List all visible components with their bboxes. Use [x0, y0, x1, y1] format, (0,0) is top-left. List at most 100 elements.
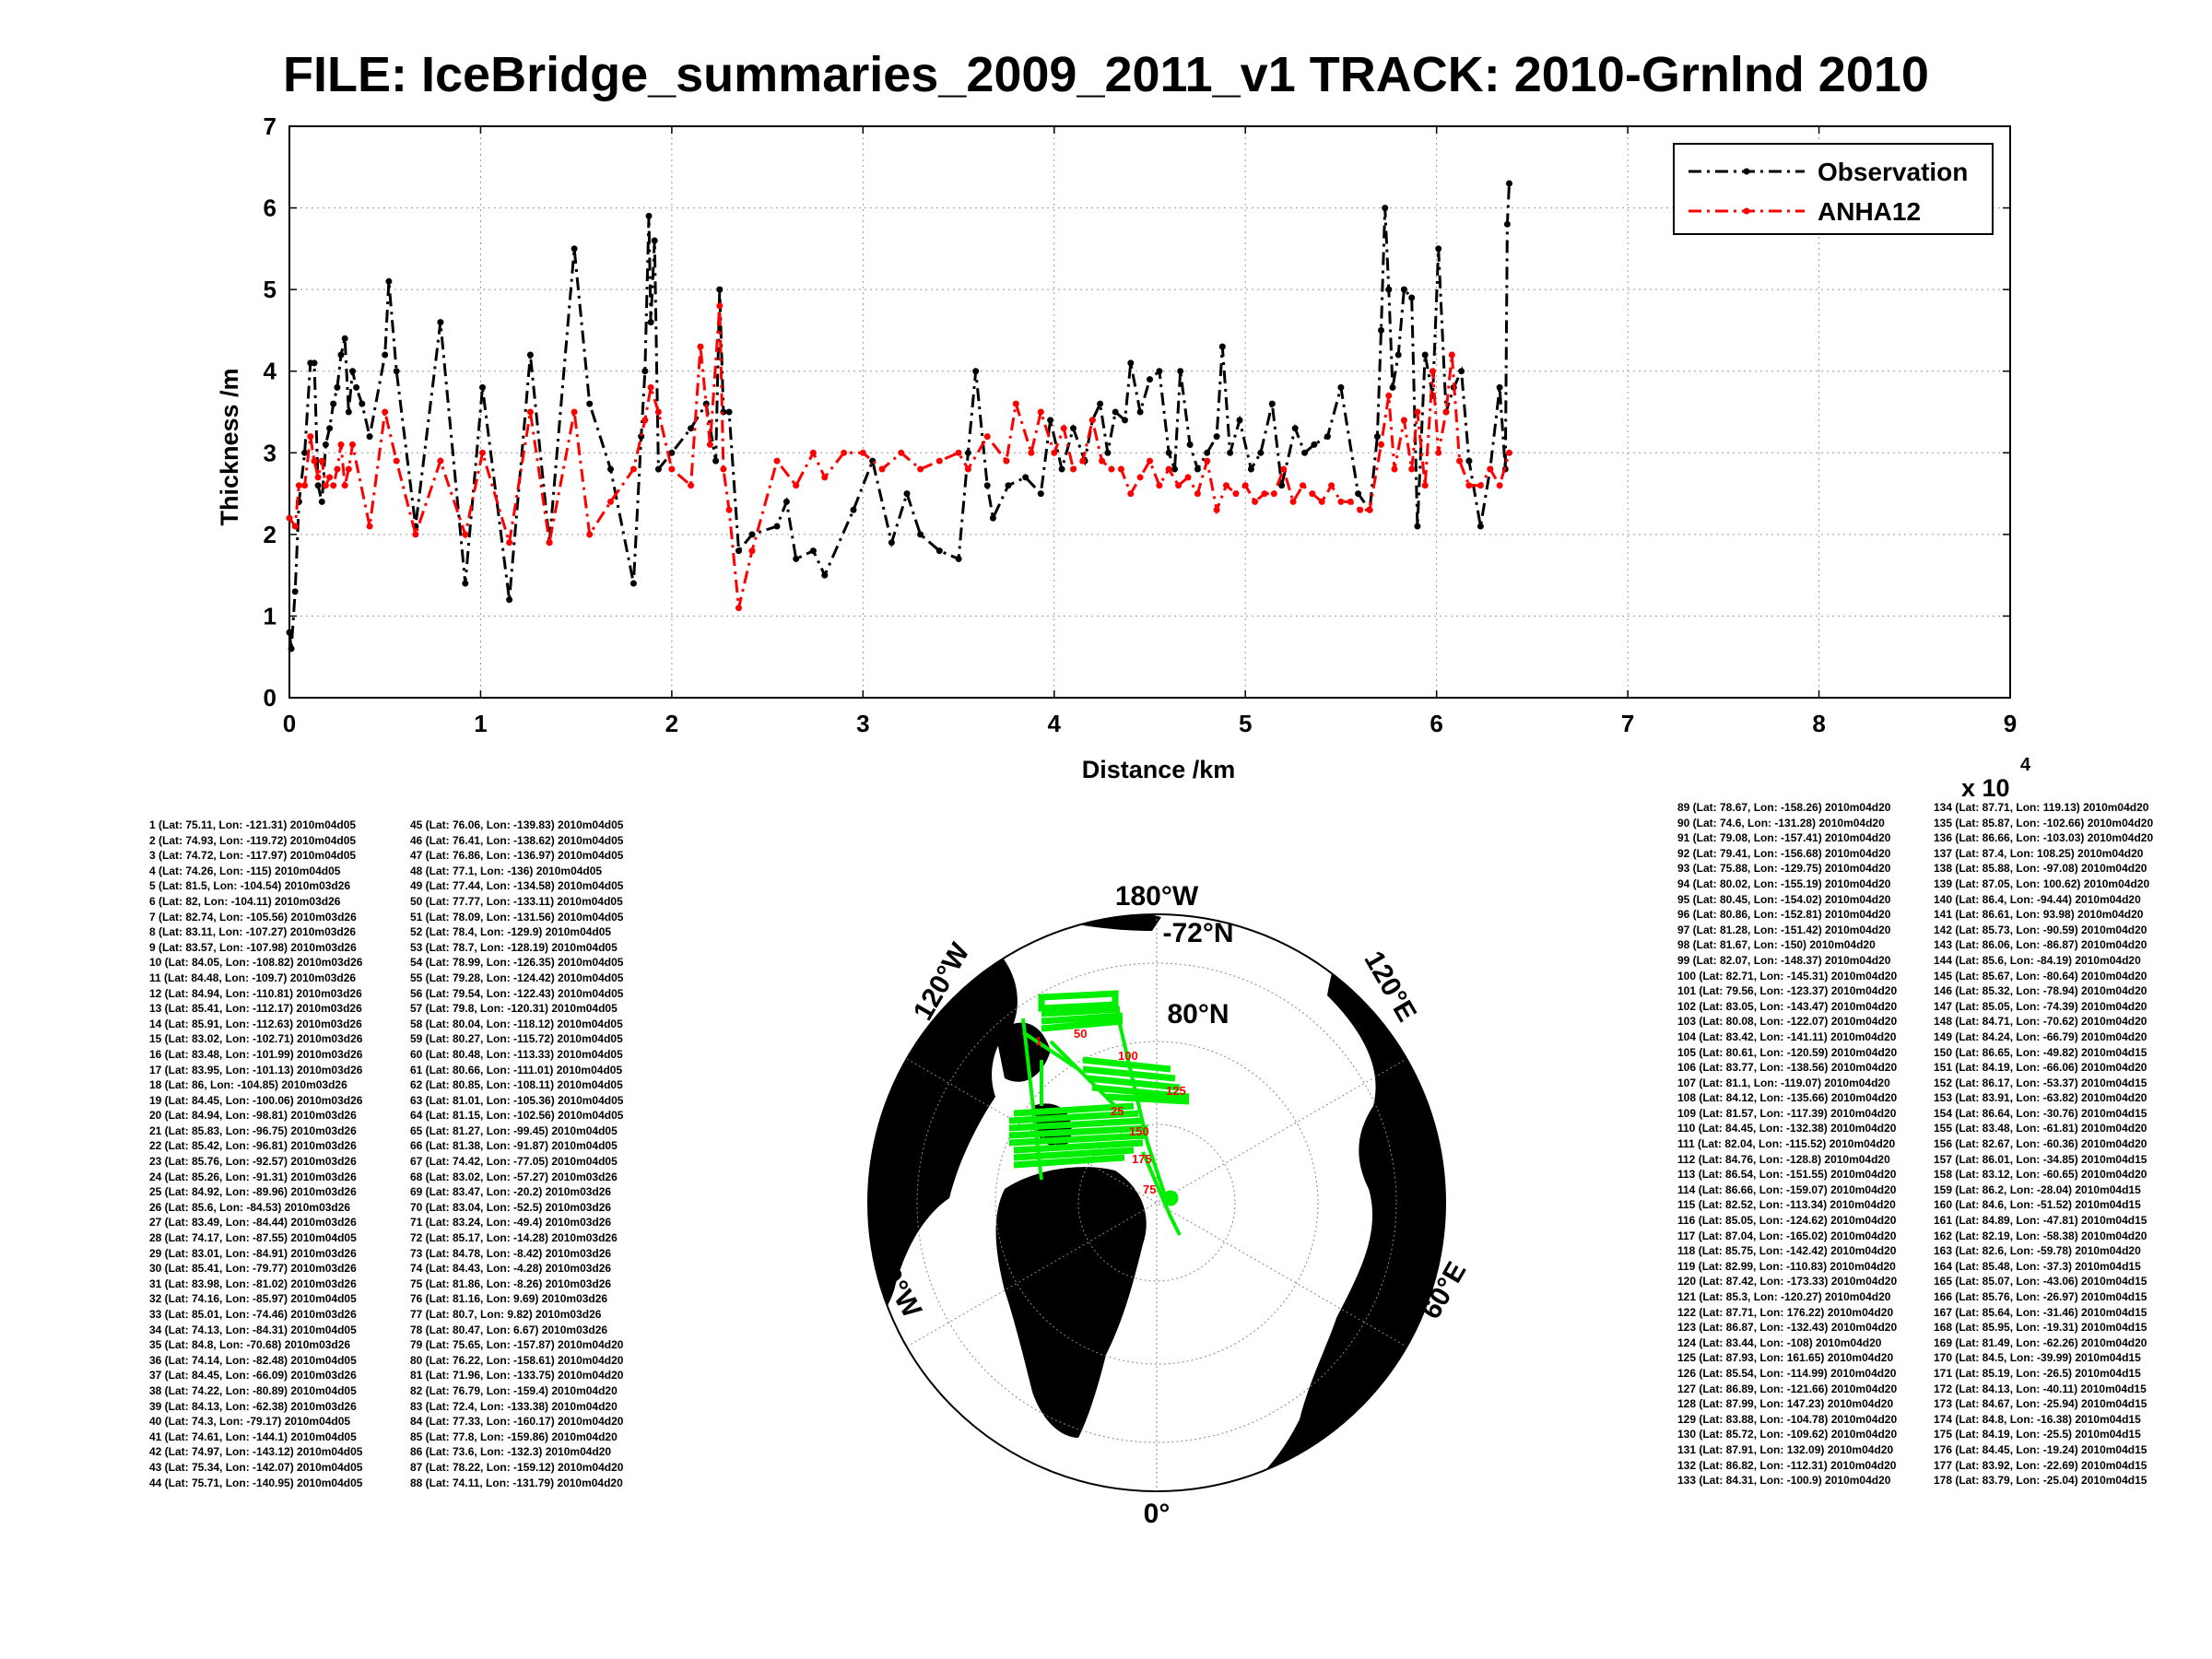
station-entry: 68 (Lat: 83.02, Lon: -57.27) 2010m03d26	[410, 1170, 618, 1183]
data-point	[366, 433, 373, 441]
station-entry: 147 (Lat: 85.05, Lon: -74.39) 2010m04d20	[1934, 999, 2147, 1013]
station-entry: 81 (Lat: 71.96, Lon: -133.75) 2010m04d20	[410, 1369, 624, 1382]
station-entry: 60 (Lat: 80.48, Lon: -113.33) 2010m04d05	[410, 1047, 623, 1061]
data-point	[506, 596, 513, 604]
data-point	[1435, 245, 1442, 253]
thickness-plot: 0 1 2 3 4 5 6 7 8 9 0 1 2 3 4 5 6 7 Distance /km Thicknes…	[216, 112, 2031, 802]
station-entry: 130 (Lat: 85.72, Lon: -109.62) 2010m04d2…	[1677, 1428, 1898, 1441]
station-entry: 57 (Lat: 79.8, Lon: -120.31) 2010m04d05	[410, 1002, 618, 1016]
station-entry: 23 (Lat: 85.76, Lon: -92.57) 2010m03d26	[149, 1155, 357, 1169]
data-point	[697, 343, 704, 350]
station-entry: 139 (Lat: 87.05, Lon: 100.62) 2010m04d20	[1934, 877, 2150, 890]
station-entry: 11 (Lat: 84.48, Lon: -109.7) 2010m03d26	[149, 971, 357, 984]
station-entry: 36 (Lat: 74.14, Lon: -82.48) 2010m04d05	[149, 1353, 357, 1367]
x-tick-label: 6	[1430, 710, 1442, 737]
station-entry: 96 (Lat: 80.86, Lon: -152.81) 2010m04d20	[1677, 908, 1891, 922]
station-entry: 1 (Lat: 75.11, Lon: -121.31) 2010m04d05	[149, 818, 357, 831]
data-point	[571, 245, 578, 253]
station-entry: 35 (Lat: 84.8, Lon: -70.68) 2010m03d26	[149, 1338, 351, 1352]
station-entry: 62 (Lat: 80.85, Lon: -108.11) 2010m04d05	[410, 1078, 623, 1092]
data-point	[647, 383, 654, 391]
data-point	[935, 457, 943, 465]
station-entry: 39 (Lat: 84.13, Lon: -62.38) 2010m03d26	[149, 1399, 357, 1413]
data-point	[1373, 433, 1381, 441]
data-point	[1227, 449, 1234, 456]
station-entry: 121 (Lat: 85.3, Lon: -120.27) 2010m04d20	[1677, 1290, 1891, 1303]
station-entry: 72 (Lat: 85.17, Lon: -14.28) 2010m03d26	[410, 1231, 618, 1245]
station-entry: 158 (Lat: 83.12, Lon: -60.65) 2010m04d20	[1934, 1168, 2147, 1182]
station-entry: 64 (Lat: 81.15, Lon: -102.56) 2010m04d05	[410, 1109, 624, 1123]
data-point	[955, 555, 962, 562]
station-entry: 133 (Lat: 84.31, Lon: -100.9) 2010m04d20	[1677, 1474, 1891, 1488]
station-entry: 103 (Lat: 80.08, Lon: -122.07) 2010m04d2…	[1677, 1015, 1898, 1029]
data-point	[654, 408, 662, 416]
track-label-25: 25	[1111, 1104, 1124, 1118]
data-point	[716, 302, 724, 310]
station-entry: 74 (Lat: 84.43, Lon: -4.28) 2010m03d26	[410, 1262, 612, 1276]
data-point	[641, 368, 649, 375]
station-entry: 123 (Lat: 86.87, Lon: -132.43) 2010m04d2…	[1677, 1321, 1898, 1335]
track-grid-1	[1038, 990, 1124, 1032]
data-point	[314, 482, 322, 489]
station-entry: 3 (Lat: 74.72, Lon: -117.97) 2010m04d05	[149, 849, 357, 863]
data-point	[1414, 523, 1421, 530]
data-point	[1213, 506, 1220, 513]
latitude-circle-80	[994, 1041, 1319, 1365]
data-point	[1147, 376, 1153, 383]
data-point	[607, 498, 614, 505]
data-point	[334, 465, 341, 473]
data-point	[706, 441, 713, 448]
data-point	[720, 465, 727, 473]
data-point	[1506, 449, 1512, 456]
data-point	[1058, 465, 1065, 473]
station-entry: 117 (Lat: 87.04, Lon: -165.02) 2010m04d2…	[1677, 1229, 1897, 1242]
x-axis-label: Distance /km	[1082, 756, 1236, 783]
station-entry: 119 (Lat: 82.99, Lon: -110.83) 2010m04d2…	[1677, 1259, 1896, 1273]
legend: Observation ANHA12	[1673, 143, 1994, 235]
station-entry: 45 (Lat: 76.06, Lon: -139.83) 2010m04d05	[410, 818, 624, 831]
data-point	[1268, 400, 1276, 407]
latitude-circle-88	[1077, 1124, 1236, 1282]
station-entry: 54 (Lat: 78.99, Lon: -126.35) 2010m04d05	[410, 956, 624, 970]
station-entry: 116 (Lat: 85.05, Lon: -124.62) 2010m04d2…	[1677, 1214, 1897, 1228]
data-point	[688, 425, 695, 432]
x-exponent-label: x 10	[1961, 774, 2010, 802]
data-point	[1337, 498, 1345, 505]
station-entry: 13 (Lat: 85.41, Lon: -112.17) 2010m03d26	[149, 1002, 362, 1016]
station-entry: 41 (Lat: 74.61, Lon: -144.1) 2010m04d05	[149, 1430, 357, 1443]
station-entry: 112 (Lat: 84.76, Lon: -128.8) 2010m04d20	[1677, 1152, 1890, 1166]
y-tick-label: 2	[264, 521, 276, 548]
data-point	[526, 351, 534, 359]
station-entry: 48 (Lat: 77.1, Lon: -136) 2010m04d05	[410, 864, 603, 877]
data-point	[1300, 482, 1306, 489]
station-entry: 176 (Lat: 84.45, Lon: -19.24) 2010m04d15	[1934, 1442, 2147, 1456]
data-point	[888, 539, 895, 547]
x-tick-label: 5	[1239, 710, 1252, 737]
station-entry: 33 (Lat: 85.01, Lon: -74.46) 2010m03d26	[149, 1308, 357, 1321]
data-point	[878, 465, 886, 473]
station-entry: 169 (Lat: 81.49, Lon: -62.26) 2010m04d20	[1934, 1335, 2147, 1349]
data-point	[668, 465, 676, 473]
data-point	[1005, 482, 1012, 489]
y-tick-label: 5	[264, 276, 276, 303]
data-point	[748, 531, 756, 538]
data-point	[1291, 425, 1299, 432]
track-label-75: 75	[1143, 1182, 1156, 1196]
data-point	[1278, 482, 1286, 489]
station-entry: 138 (Lat: 85.88, Lon: -97.08) 2010m04d20	[1934, 862, 2147, 876]
station-entry: 56 (Lat: 79.54, Lon: -122.43) 2010m04d05	[410, 986, 624, 1000]
data-point	[1247, 465, 1254, 473]
station-entry: 140 (Lat: 86.4, Lon: -94.44) 2010m04d20	[1934, 892, 2141, 906]
track-end-point	[1162, 1190, 1179, 1206]
station-entry: 175 (Lat: 84.19, Lon: -25.5) 2010m04d15	[1934, 1428, 2141, 1441]
station-entry: 32 (Lat: 74.16, Lon: -85.97) 2010m04d05	[149, 1292, 357, 1306]
station-entry: 100 (Lat: 82.71, Lon: -145.31) 2010m04d2…	[1677, 969, 1898, 982]
label-60w: 60°W	[867, 1249, 928, 1324]
station-entry: 143 (Lat: 86.06, Lon: -86.87) 2010m04d20	[1934, 938, 2147, 952]
data-point	[1257, 449, 1265, 456]
ocean	[867, 913, 1446, 1492]
data-point	[607, 465, 614, 473]
station-entry: 109 (Lat: 81.57, Lon: -117.39) 2010m04d2…	[1677, 1106, 1897, 1120]
data-point	[366, 523, 373, 530]
station-entry: 144 (Lat: 85.6, Lon: -84.19) 2010m04d20	[1934, 953, 2141, 967]
